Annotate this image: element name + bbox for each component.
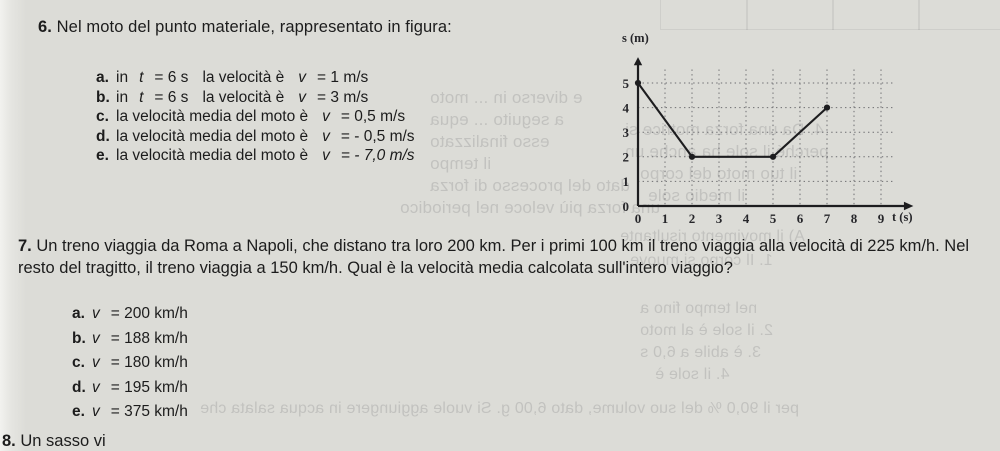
x-axis-label: t (s) bbox=[892, 210, 912, 224]
option-label: d. bbox=[96, 127, 110, 145]
x-tick-label: 3 bbox=[716, 211, 723, 226]
x-tick-label: 7 bbox=[824, 211, 831, 226]
option-row[interactable]: e. la velocità media del moto è v = - 7,0 m… bbox=[96, 146, 415, 166]
data-points bbox=[634, 79, 831, 160]
option-variable-v: v bbox=[322, 147, 330, 165]
option-variable-v: v bbox=[92, 305, 100, 322]
option-variable-v: v bbox=[322, 108, 330, 126]
option-row[interactable]: d. la velocità media del moto è v = - 0,5 m… bbox=[96, 127, 415, 147]
option-value: = 180 km/h bbox=[110, 354, 188, 372]
option-equation-1: = 6 s bbox=[154, 69, 189, 86]
option-row[interactable]: c. v = 180 km/h bbox=[72, 351, 188, 376]
option-prefix: in bbox=[116, 88, 129, 106]
data-point bbox=[823, 104, 831, 111]
question-8-number: 8. bbox=[2, 432, 16, 450]
question-7-stem-text: Un treno viaggia da Roma a Napoli, che d… bbox=[18, 237, 970, 277]
option-middle-text: la velocità media del moto è bbox=[116, 147, 309, 165]
option-equation-2: = - 0,5 m/s bbox=[340, 127, 415, 145]
option-prefix: in bbox=[116, 69, 129, 86]
question-6-options: a. in t = 6 s la velocità è v = 1 m/s b. in t = 6… bbox=[96, 68, 415, 166]
option-label: b. bbox=[72, 329, 86, 347]
option-middle-text: la velocità è bbox=[202, 69, 285, 86]
question-6-stem: 6. Nel moto del punto materiale, rappres… bbox=[38, 18, 452, 37]
option-variable-v: v bbox=[92, 354, 100, 372]
y-tick-label: 2 bbox=[623, 150, 630, 165]
x-tick-label: 0 bbox=[635, 211, 642, 226]
option-equation-2: = - 7,0 m/s bbox=[340, 147, 415, 165]
x-tick-label: 2 bbox=[689, 211, 696, 226]
option-label: b. bbox=[96, 88, 110, 106]
option-row[interactable]: e. v = 375 km/h bbox=[72, 400, 188, 425]
option-equation-2: = 3 m/s bbox=[317, 88, 369, 106]
option-row[interactable]: b. v = 188 km/h bbox=[72, 327, 188, 352]
graph-svg: 0 1 2 3 4 5 6 7 8 9 0 1 2 3 4 5 s (m) t (s) bbox=[622, 31, 914, 226]
question-8-stem-text: Un sasso vi bbox=[20, 432, 106, 450]
x-axis-arrow bbox=[903, 201, 914, 211]
option-value: = 195 km/h bbox=[110, 378, 188, 396]
x-tick-label: 5 bbox=[770, 211, 777, 226]
x-tick-label: 4 bbox=[743, 211, 750, 226]
option-row[interactable]: a. in t = 6 s la velocità è v = 1 m/s bbox=[96, 68, 415, 88]
y-axis-arrow bbox=[633, 57, 643, 66]
data-point bbox=[688, 153, 696, 160]
option-variable-v: v bbox=[92, 329, 100, 347]
option-label: d. bbox=[72, 378, 86, 396]
question-6-number: 6. bbox=[38, 18, 52, 36]
option-equation-2: = 1 m/s bbox=[317, 69, 369, 86]
grid-lines bbox=[638, 69, 894, 206]
y-axis-label: s (m) bbox=[622, 31, 649, 45]
option-label: a. bbox=[96, 69, 109, 86]
y-tick-label: 0 bbox=[623, 199, 630, 214]
y-tick-label: 1 bbox=[623, 174, 630, 189]
question-7-number: 7. bbox=[18, 237, 32, 255]
y-tick-label: 5 bbox=[623, 76, 630, 91]
option-variable-v: v bbox=[322, 127, 330, 145]
option-middle-text: la velocità media del moto è bbox=[116, 108, 309, 126]
option-middle-text: la velocità è bbox=[202, 88, 285, 106]
option-label: e. bbox=[96, 147, 109, 165]
tick-labels: 0 1 2 3 4 5 6 7 8 9 0 1 2 3 4 5 bbox=[623, 76, 885, 226]
option-label: a. bbox=[72, 305, 85, 322]
data-point bbox=[769, 153, 777, 160]
option-label: e. bbox=[72, 403, 85, 421]
option-variable-t: t bbox=[139, 69, 144, 86]
x-tick-label: 6 bbox=[797, 211, 804, 226]
option-value: = 375 km/h bbox=[110, 403, 188, 421]
option-value: = 200 km/h bbox=[110, 305, 188, 322]
option-variable-v: v bbox=[92, 403, 100, 421]
question-8-stem: 8. Un sasso vi bbox=[2, 432, 106, 451]
position-time-graph: 0 1 2 3 4 5 6 7 8 9 0 1 2 3 4 5 s (m) t (s) bbox=[600, 10, 1000, 250]
question-7-options: a. v = 200 km/h b. v = 188 km/h c. v = 180 km/… bbox=[72, 302, 188, 425]
question-7-stem: 7. Un treno viaggia da Roma a Napoli, ch… bbox=[18, 236, 983, 279]
option-row[interactable]: c. la velocità media del moto è v = 0,5 m/s bbox=[96, 107, 415, 127]
data-line bbox=[636, 81, 829, 158]
data-point bbox=[634, 79, 642, 87]
axes bbox=[633, 57, 914, 211]
option-equation-1: = 6 s bbox=[154, 88, 189, 106]
option-row[interactable]: d. v = 195 km/h bbox=[72, 376, 188, 401]
option-label: c. bbox=[96, 108, 109, 126]
option-row[interactable]: a. v = 200 km/h bbox=[72, 302, 188, 327]
x-tick-label: 9 bbox=[878, 211, 885, 226]
x-tick-label: 1 bbox=[662, 211, 669, 226]
option-variable-t: t bbox=[139, 88, 144, 106]
question-6-stem-text: Nel moto del punto materiale, rappresent… bbox=[56, 18, 452, 36]
option-variable-v: v bbox=[298, 88, 307, 106]
option-variable-v: v bbox=[92, 378, 100, 396]
option-variable-v: v bbox=[298, 69, 307, 86]
y-tick-label: 4 bbox=[623, 100, 630, 115]
option-row[interactable]: b. in t = 6 s la velocità è v = 3 m/s bbox=[96, 88, 415, 108]
option-value: = 188 km/h bbox=[110, 329, 188, 347]
option-label: c. bbox=[72, 354, 85, 372]
y-tick-label: 3 bbox=[623, 125, 630, 140]
option-equation-2: = 0,5 m/s bbox=[340, 108, 406, 126]
option-middle-text: la velocità media del moto è bbox=[116, 127, 309, 145]
x-tick-label: 8 bbox=[851, 211, 858, 226]
